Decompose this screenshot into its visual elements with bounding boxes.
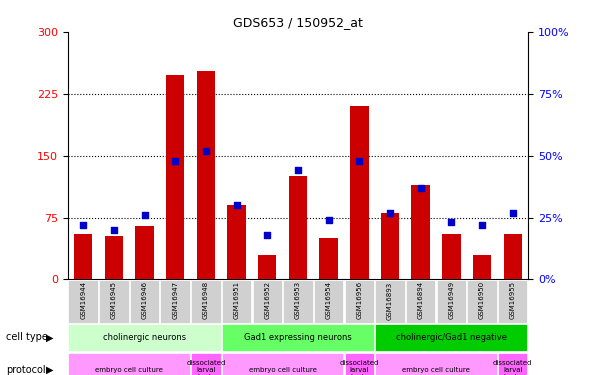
Text: embryo cell culture: embryo cell culture	[248, 367, 317, 373]
Bar	[258, 255, 277, 279]
Bar	[166, 75, 185, 279]
Text: GSM16945: GSM16945	[111, 281, 117, 319]
Text: cell type: cell type	[6, 332, 48, 342]
Text: protocol: protocol	[6, 365, 45, 375]
Point	[109, 227, 119, 233]
Point	[201, 148, 211, 154]
Text: GSM16954: GSM16954	[326, 281, 332, 319]
Text: ▶: ▶	[47, 332, 54, 342]
Text: GSM16946: GSM16946	[142, 281, 148, 320]
Text: GSM16955: GSM16955	[510, 281, 516, 319]
Text: embryo cell culture: embryo cell culture	[95, 367, 163, 373]
Text: GSM16893: GSM16893	[387, 281, 393, 320]
Text: cholinergic neurons: cholinergic neurons	[103, 333, 186, 342]
Text: Gad1 expressing neurons: Gad1 expressing neurons	[244, 333, 352, 342]
Point	[293, 168, 303, 174]
Bar	[74, 234, 93, 279]
Point	[232, 202, 241, 208]
Text: ▶: ▶	[47, 365, 54, 375]
Text: GSM16952: GSM16952	[264, 281, 270, 319]
Text: dissociated
larval
brain: dissociated larval brain	[186, 360, 225, 375]
Text: dissociated
larval
brain: dissociated larval brain	[340, 360, 379, 375]
Point	[477, 222, 487, 228]
Point	[508, 210, 517, 216]
Bar	[411, 184, 430, 279]
Point	[263, 232, 272, 238]
Bar	[196, 70, 215, 279]
Text: GSM16948: GSM16948	[203, 281, 209, 320]
Text: GSM16947: GSM16947	[172, 281, 178, 320]
Point	[447, 219, 456, 225]
Bar	[503, 234, 522, 279]
Point	[416, 185, 425, 191]
Point	[78, 222, 88, 228]
Text: dissociated
larval
brain: dissociated larval brain	[493, 360, 532, 375]
Bar	[227, 205, 246, 279]
Bar	[473, 255, 491, 279]
Bar	[104, 236, 123, 279]
Bar	[350, 106, 369, 279]
Title: GDS653 / 150952_at: GDS653 / 150952_at	[233, 16, 363, 29]
Bar	[319, 238, 338, 279]
Text: GSM16944: GSM16944	[80, 281, 86, 319]
Point	[355, 158, 364, 164]
Point	[385, 210, 395, 216]
Text: GSM16894: GSM16894	[418, 281, 424, 320]
Text: GSM16956: GSM16956	[356, 281, 362, 320]
Text: GSM16949: GSM16949	[448, 281, 454, 320]
Text: GSM16951: GSM16951	[234, 281, 240, 320]
Text: GSM16953: GSM16953	[295, 281, 301, 320]
Bar	[289, 176, 307, 279]
Bar	[135, 226, 154, 279]
Text: cholinergic/Gad1 negative: cholinergic/Gad1 negative	[396, 333, 507, 342]
Bar	[381, 213, 399, 279]
Point	[324, 217, 333, 223]
Text: GSM16950: GSM16950	[479, 281, 485, 320]
Point	[140, 212, 149, 218]
Point	[171, 158, 180, 164]
Bar	[442, 234, 461, 279]
Text: embryo cell culture: embryo cell culture	[402, 367, 470, 373]
